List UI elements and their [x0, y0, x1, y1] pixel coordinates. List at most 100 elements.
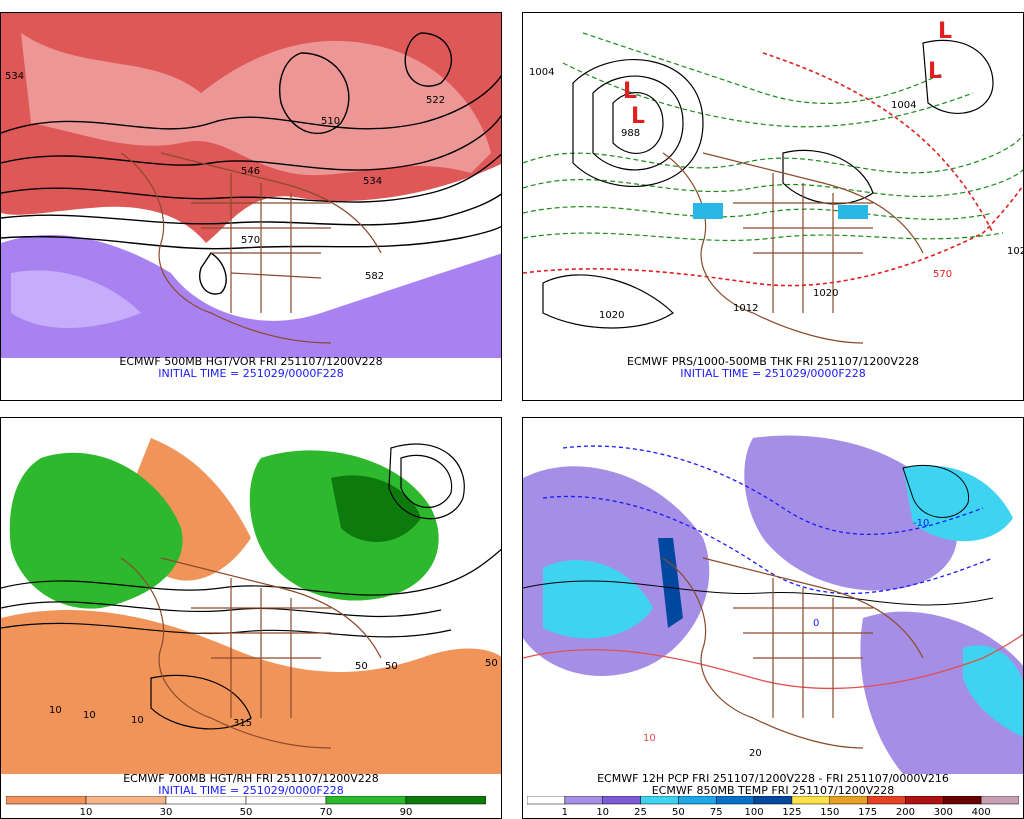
contour-label: 50 [355, 661, 368, 672]
svg-text:L: L [938, 19, 952, 44]
precip-dark-blue-area [658, 538, 683, 628]
precip-colorbar-swatch [943, 796, 982, 805]
contour-label: 988 [621, 128, 641, 139]
pressure-contours [542, 39, 994, 329]
precip-colorbar-tick-label: 175 [858, 807, 877, 818]
temperature-contours [542, 445, 994, 595]
caption-title: ECMWF 500MB HGT/VOR FRI 251107/1200V228 [119, 355, 383, 368]
pressure-contours [523, 464, 994, 606]
map-700mb-hgt-rh [1, 418, 501, 774]
rh-colorbar-tick-label: 70 [320, 807, 333, 818]
precip-colorbar-swatch [602, 796, 641, 805]
rh-colorbar-swatch [85, 796, 167, 805]
rh-dry-orange-area [1, 610, 501, 774]
rh-colorbar-swatch [165, 796, 247, 805]
rh-colorbar-tick-label: 10 [80, 807, 93, 818]
precip-colorbar-tick-label: 50 [672, 807, 685, 818]
contour-label: 546 [241, 166, 261, 177]
precip-colorbar-swatch [753, 796, 793, 805]
precip-colorbar-swatch [678, 796, 717, 805]
rh-colorbar: 10 30 50 70 90 [6, 796, 486, 818]
contour-label: 20 [749, 748, 762, 759]
precip-colorbar-tick-label: 75 [710, 807, 723, 818]
rh-colorbar-swatch [405, 796, 486, 805]
precip-colorbar-swatch [640, 796, 679, 805]
zero-isotherm [523, 633, 1023, 690]
precip-colorbar: 1 10 25 50 75 100 125 150 175 200 300 400 [527, 796, 1019, 818]
contour-label: 534 [5, 71, 25, 82]
precip-colorbar-swatch [867, 796, 906, 805]
contour-label: 570 [241, 235, 261, 246]
precip-colorbar-swatch [527, 796, 566, 805]
rh-moist-green-area [9, 452, 183, 609]
precip-cyan-area-3 [963, 645, 1023, 738]
contour-label: 315 [233, 718, 253, 729]
height-contours [1, 32, 501, 295]
contour-labels: 10 10 10 50 50 315 50 [1, 418, 501, 774]
precip-colorbar-tick-label: 1 [562, 807, 568, 818]
precip-colorbar-tick-label: 200 [896, 807, 915, 818]
panel-500mb-hgt-vor: 534 510 522 534 546 570 582 ECMWF 500MB … [0, 12, 502, 401]
contour-label: 0 [813, 618, 820, 629]
contour-label: -10 [913, 518, 930, 529]
coastlines [662, 557, 924, 749]
svg-text:L: L [631, 104, 645, 129]
caption-title: ECMWF PRS/1000-500MB THK FRI 251107/1200… [627, 355, 919, 368]
map-12h-pcp-850mb-temp [523, 418, 1023, 774]
precip-colorbar-swatch [791, 796, 831, 805]
low-pressure-markers: L L L L [623, 19, 952, 129]
precip-cyan-area-2 [903, 465, 1013, 542]
caption-title: ECMWF 700MB HGT/RH FRI 251107/1200V228 [123, 772, 379, 785]
precip-colorbar-swatch [564, 796, 603, 805]
precip-colorbar-swatch [829, 796, 868, 805]
precip-colorbar-swatch [905, 796, 944, 805]
precip-colorbar-swatch [980, 796, 1019, 805]
precip-colorbar-tick-label: 300 [934, 807, 953, 818]
vorticity-red-area-2 [21, 33, 491, 176]
rh-colorbar-tick-label: 50 [240, 807, 253, 818]
precip-colorbar-tick-label: 125 [782, 807, 801, 818]
precip-colorbar-tick-label: 150 [820, 807, 839, 818]
contour-label: 1012 [733, 303, 759, 314]
coastlines [662, 152, 924, 344]
high-pressure-markers [693, 203, 868, 219]
precip-light-purple-area-2 [744, 435, 958, 591]
contour-label: 1020 [813, 288, 839, 299]
precip-colorbar-tick-label: 25 [634, 807, 647, 818]
precip-colorbar-tick-label: 400 [972, 807, 991, 818]
coastlines [120, 557, 382, 749]
contour-label: 50 [485, 658, 498, 669]
rh-colorbar-tick-label: 30 [160, 807, 173, 818]
svg-text:L: L [623, 79, 637, 104]
contour-label: 10 [83, 710, 96, 721]
contour-label: 1004 [891, 100, 917, 111]
contour-label: 10 [643, 733, 656, 744]
panel-700mb-hgt-rh: 10 10 10 50 50 315 50 ECMWF 700MB HGT/RH… [0, 417, 502, 819]
contour-label: 10 [49, 705, 62, 716]
coastlines [120, 152, 382, 344]
contour-label: 510 [321, 116, 341, 127]
rh-colorbar-swatch [245, 796, 327, 805]
map-500mb-hgt-vor [1, 13, 501, 358]
caption-initial-time: INITIAL TIME = 251029/0000F228 [158, 367, 344, 380]
thickness-570-contour [523, 52, 1023, 287]
caption-initial-time: INITIAL TIME = 251029/0000F228 [680, 367, 866, 380]
contour-labels: 1004 988 1020 1020 570 1004 1012 102 [523, 13, 1023, 358]
contour-label: 102 [1007, 246, 1023, 257]
rh-colorbar-tick-label: 90 [400, 807, 413, 818]
svg-text:L: L [928, 59, 942, 84]
caption-title: ECMWF 12H PCP FRI 251107/1200V228 - FRI … [597, 772, 949, 785]
contour-label: 10 [131, 715, 144, 726]
panel-prs-thk: L L L L 1004 988 1020 1020 570 1004 1012… [522, 12, 1024, 401]
panel-12h-pcp-850mb-temp: 10 0 -10 20 ECMWF 12H PCP FRI 251107/120… [522, 417, 1024, 819]
map-prs-thk: L L L L [523, 13, 1023, 358]
contour-label: 582 [365, 271, 385, 282]
contour-label: 534 [363, 176, 383, 187]
precip-cyan-area [543, 560, 653, 639]
precip-colorbar-tick-label: 100 [745, 807, 764, 818]
contour-label: 522 [426, 95, 446, 106]
precip-colorbar-tick-label: 10 [596, 807, 609, 818]
rh-colorbar-swatch [325, 796, 407, 805]
contour-label: 1004 [529, 67, 555, 78]
caption-temperature: ECMWF 850MB TEMP FRI 251107/1200V228 [651, 784, 895, 797]
